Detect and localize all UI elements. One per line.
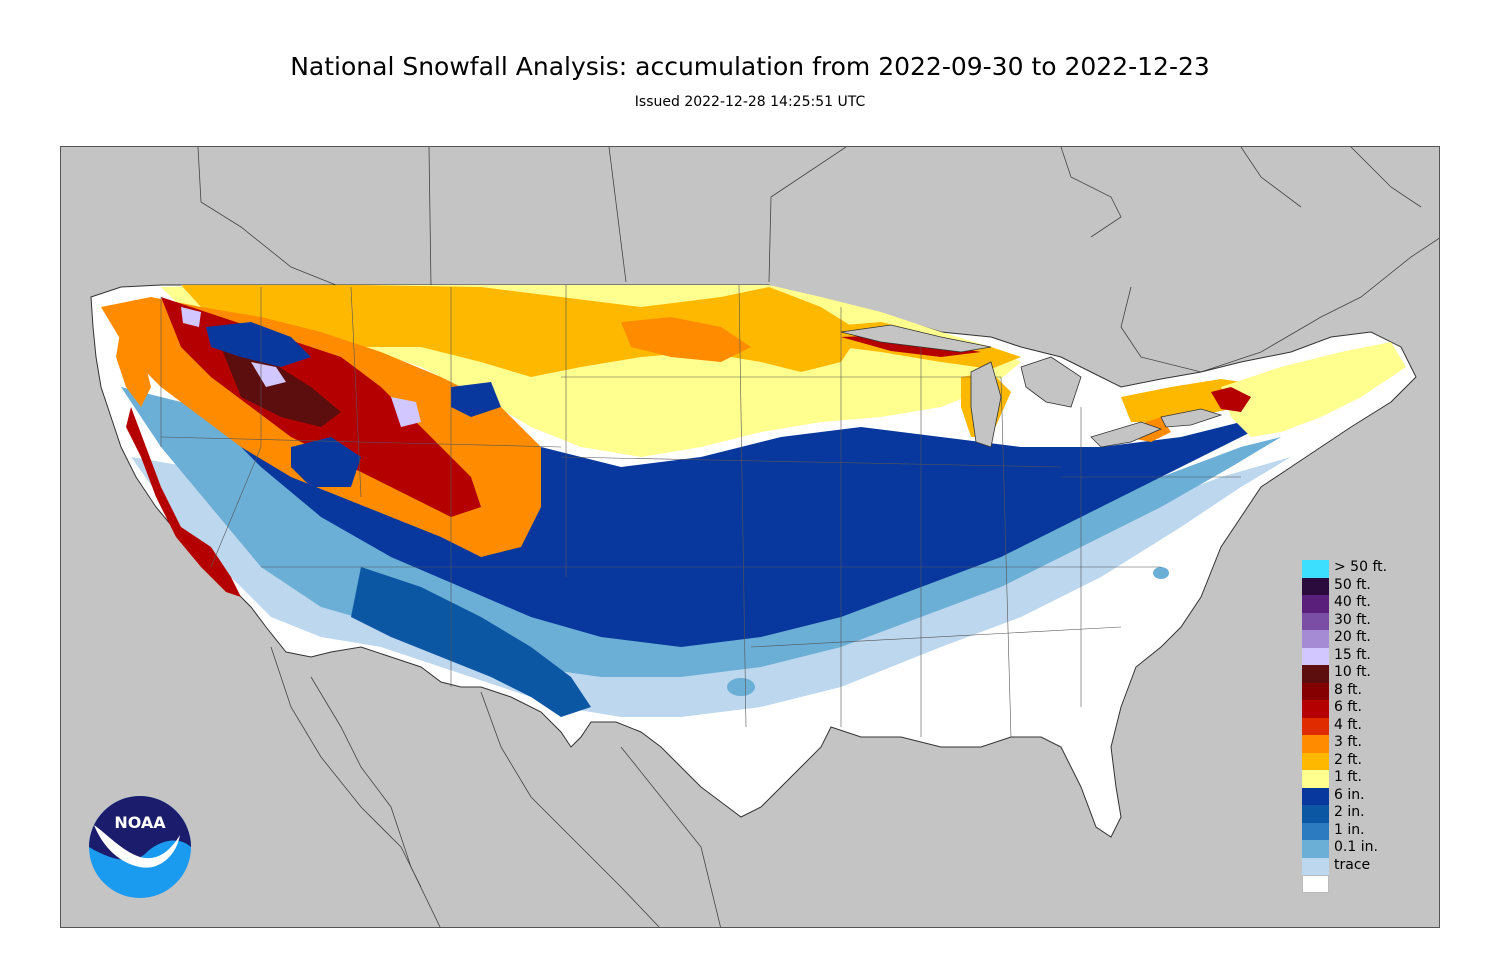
page-title: National Snowfall Analysis: accumulation… <box>290 52 1210 81</box>
legend-item: 10 ft. <box>1302 664 1422 683</box>
legend-item: 4 ft. <box>1302 716 1422 735</box>
state-borders <box>160 284 1241 738</box>
legend-label: 15 ft. <box>1334 646 1371 663</box>
legend-swatch <box>1302 682 1329 700</box>
issued-timestamp: Issued 2022-12-28 14:25:51 UTC <box>634 94 866 110</box>
legend-item: 50 ft. <box>1302 576 1422 595</box>
legend-swatch <box>1302 752 1329 770</box>
legend-swatch <box>1302 595 1329 613</box>
legend-item: 20 ft. <box>1302 629 1422 648</box>
legend-label: 1 ft. <box>1334 769 1362 785</box>
legend-item: 6 ft. <box>1302 699 1422 718</box>
legend-swatch <box>1302 805 1329 823</box>
map-svg <box>90 147 1439 927</box>
legend-label: 20 ft. <box>1334 629 1371 645</box>
legend-item: 2 in. <box>1302 804 1422 823</box>
legend-label: 2 ft. <box>1334 751 1362 768</box>
legend-item: 1 ft. <box>1302 769 1422 788</box>
legend-swatch <box>1302 840 1329 858</box>
legend-item: 30 ft. <box>1302 611 1422 630</box>
legend-swatch <box>1302 875 1329 893</box>
legend-label: 1 in. <box>1334 821 1365 838</box>
legend-label: 6 ft. <box>1334 699 1362 715</box>
legend: > 50 ft. 50 ft. 40 ft. 30 ft. 20 ft. 15 … <box>1302 559 1422 893</box>
logo-text: NOAA <box>114 813 166 832</box>
legend-label: 8 ft. <box>1334 681 1362 698</box>
legend-item: 6 in. <box>1302 786 1422 805</box>
legend-label: 3 ft. <box>1334 734 1362 750</box>
legend-swatch <box>1302 787 1329 805</box>
legend-swatch <box>1302 735 1329 753</box>
legend-item: 40 ft. <box>1302 594 1422 613</box>
legend-item: 15 ft. <box>1302 646 1422 665</box>
snowfall-map[interactable] <box>60 146 1440 928</box>
legend-label: > 50 ft. <box>1334 559 1388 575</box>
legend-label: 2 in. <box>1334 804 1365 820</box>
legend-item: 8 ft. <box>1302 681 1422 700</box>
legend-swatch <box>1302 665 1329 683</box>
legend-swatch <box>1302 700 1329 718</box>
legend-swatch <box>1302 822 1329 840</box>
legend-label: trace <box>1334 856 1371 873</box>
legend-label: 10 ft. <box>1334 664 1371 680</box>
legend-label: 4 ft. <box>1334 716 1362 733</box>
legend-label: 30 ft. <box>1334 611 1371 628</box>
legend-label: 40 ft. <box>1334 594 1371 610</box>
legend-item: > 50 ft. <box>1302 559 1422 578</box>
noaa-logo-icon: NOAA <box>89 796 191 898</box>
legend-swatch <box>1302 630 1329 648</box>
legend-item: trace <box>1302 856 1422 875</box>
legend-label: 50 ft. <box>1334 576 1371 593</box>
legend-swatch <box>1302 612 1329 630</box>
legend-label: 6 in. <box>1334 786 1365 803</box>
great-lakes <box>840 324 1223 448</box>
legend-swatch <box>1302 770 1329 788</box>
legend-swatch <box>1302 577 1329 595</box>
legend-item: 2 ft. <box>1302 751 1422 770</box>
legend-swatch <box>1302 560 1329 578</box>
legend-swatch <box>1302 857 1329 875</box>
neighbor-borders <box>197 147 1439 927</box>
legend-swatch <box>1302 647 1329 665</box>
legend-item: 0.1 in. <box>1302 839 1422 858</box>
legend-item: 1 in. <box>1302 821 1422 840</box>
legend-swatch <box>1302 717 1329 735</box>
legend-item: 3 ft. <box>1302 734 1422 753</box>
legend-item <box>1302 875 1422 893</box>
legend-label: 0.1 in. <box>1334 839 1378 855</box>
